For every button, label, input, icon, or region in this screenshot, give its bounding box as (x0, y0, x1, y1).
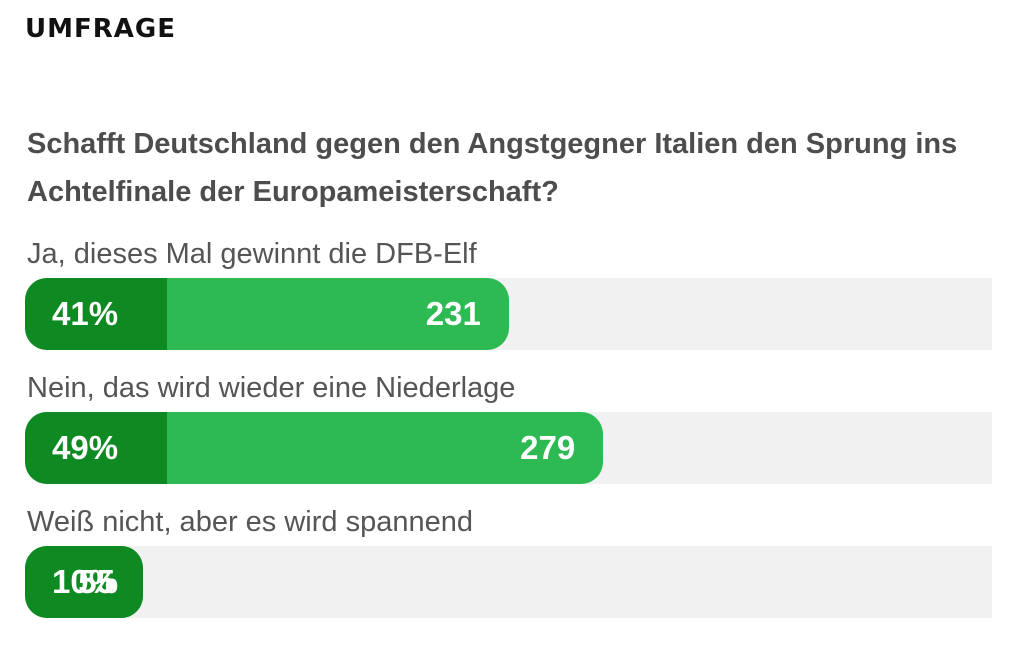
option-label: Nein, das wird wieder eine Niederlage (27, 372, 516, 404)
poll-option-no[interactable]: Nein, das wird wieder eine Niederlage 49… (0, 370, 1024, 500)
vote-count: 279 (520, 429, 576, 466)
result-track: 49% 279 (25, 412, 992, 484)
result-bar: 41% 231 (25, 278, 509, 350)
result-bar: 10% 55 (25, 546, 143, 618)
percent-box: 10% (25, 546, 143, 618)
percent-box: 41% (25, 278, 167, 350)
result-bar: 49% 279 (25, 412, 604, 484)
vote-count: 55 (78, 563, 115, 600)
vote-count: 231 (425, 295, 481, 332)
percent-box: 49% (25, 412, 167, 484)
section-title: UMFRAGE (25, 14, 176, 44)
option-label: Ja, dieses Mal gewinnt die DFB-Elf (27, 238, 477, 270)
poll-option-unsure[interactable]: Weiß nicht, aber es wird spannend 10% 55 (0, 504, 1024, 634)
percent-value: 10% (52, 563, 119, 600)
poll-question: Schafft Deutschland gegen den Angstgegne… (27, 128, 958, 208)
option-label: Weiß nicht, aber es wird spannend (27, 506, 473, 538)
result-track: 10% 55 (25, 546, 992, 618)
poll-option-yes[interactable]: Ja, dieses Mal gewinnt die DFB-Elf 41% 2… (0, 236, 1024, 366)
percent-value: 49% (52, 429, 119, 466)
result-track: 41% 231 (25, 278, 992, 350)
percent-value: 41% (52, 295, 119, 332)
